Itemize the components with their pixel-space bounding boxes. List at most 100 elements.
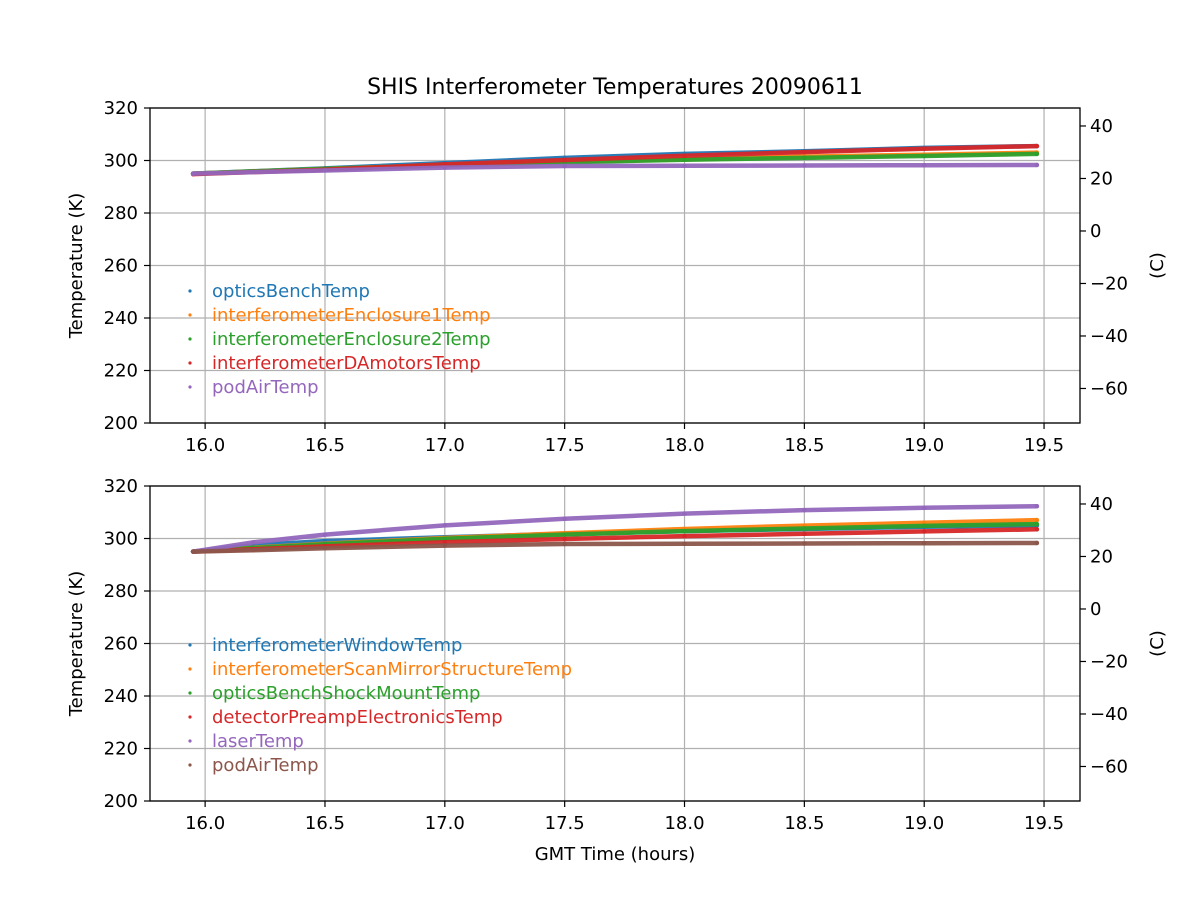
x-tick-label: 17.0 — [425, 813, 465, 834]
data-point — [922, 153, 927, 159]
y-axis-right-label: (C) — [1147, 630, 1168, 657]
y-right-tick-label: 20 — [1090, 168, 1113, 189]
y-tick-label: 220 — [104, 361, 138, 382]
y-tick-label: 240 — [104, 686, 138, 707]
legend-item-label: interferometerEnclosure2Temp — [212, 329, 491, 350]
legend-marker — [188, 361, 192, 365]
y-right-tick-label: 20 — [1090, 546, 1113, 567]
y-tick-label: 320 — [104, 476, 138, 497]
data-point — [562, 516, 567, 522]
data-point — [1034, 521, 1040, 527]
legend-marker — [188, 289, 192, 293]
data-point — [442, 523, 448, 528]
data-point — [562, 532, 567, 537]
data-point — [250, 540, 256, 545]
x-tick-label: 17.5 — [545, 813, 585, 834]
y-right-tick-label: −40 — [1090, 326, 1128, 347]
data-point — [922, 146, 927, 151]
y-tick-label: 280 — [104, 581, 138, 602]
data-point — [1034, 143, 1040, 149]
data-point — [322, 168, 328, 173]
y-tick-label: 260 — [104, 256, 138, 277]
legend-item-label: podAirTemp — [212, 377, 319, 398]
legend-marker — [188, 739, 192, 743]
legend-marker — [188, 643, 192, 647]
legend-item-label: opticsBenchTemp — [212, 281, 370, 302]
data-point — [562, 163, 567, 169]
data-point — [922, 163, 927, 168]
y-tick-label: 200 — [104, 413, 138, 434]
data-point — [1034, 540, 1040, 546]
legend-marker — [188, 337, 192, 341]
legend-marker — [188, 715, 192, 719]
data-point — [682, 511, 687, 516]
x-tick-label: 19.5 — [1024, 813, 1064, 834]
x-tick-label: 19.0 — [904, 435, 944, 456]
data-point — [250, 548, 256, 553]
data-point — [190, 549, 196, 554]
data-point — [802, 163, 807, 168]
legend-item-label: interferometerWindowTemp — [212, 635, 462, 656]
x-tick-label: 18.5 — [784, 435, 824, 456]
x-tick-label: 17.5 — [545, 435, 585, 456]
legend-marker — [188, 667, 192, 671]
y-right-tick-label: −40 — [1090, 704, 1128, 725]
data-point — [442, 165, 448, 170]
legend-item-label: interferometerDAmotorsTemp — [212, 353, 481, 374]
y-right-tick-label: 0 — [1090, 221, 1101, 242]
data-point — [442, 539, 448, 545]
legend-item-label: opticsBenchShockMountTemp — [212, 683, 480, 704]
data-point — [682, 153, 687, 158]
x-tick-label: 18.5 — [784, 813, 824, 834]
legend-item-label: interferometerScanMirrorStructureTemp — [212, 659, 572, 680]
y-right-tick-label: 40 — [1090, 116, 1113, 137]
y-tick-label: 200 — [104, 791, 138, 812]
data-point — [1034, 151, 1040, 157]
data-point — [922, 541, 927, 546]
data-point — [682, 163, 687, 168]
data-point — [802, 507, 807, 513]
y-tick-label: 320 — [104, 98, 138, 119]
data-point — [322, 546, 328, 551]
data-point — [922, 529, 927, 534]
y-right-tick-label: −60 — [1090, 378, 1128, 399]
data-point — [562, 157, 567, 163]
data-point — [442, 536, 448, 541]
data-point — [562, 541, 567, 547]
y-right-tick-label: −60 — [1090, 756, 1128, 777]
x-tick-label: 18.0 — [664, 813, 704, 834]
y-tick-label: 300 — [104, 529, 138, 550]
y-tick-label: 240 — [104, 308, 138, 329]
data-point — [322, 532, 328, 537]
x-tick-label: 16.5 — [305, 813, 345, 834]
data-point — [802, 526, 807, 531]
y-axis-label: Temperature (K) — [66, 571, 87, 718]
data-point — [802, 531, 807, 536]
legend-marker — [188, 385, 192, 389]
data-point — [682, 157, 687, 162]
data-point — [682, 533, 687, 539]
data-point — [1034, 162, 1040, 168]
y-right-tick-label: 0 — [1090, 599, 1101, 620]
data-point — [802, 149, 807, 155]
y-right-tick-label: 40 — [1090, 494, 1113, 515]
data-point — [682, 528, 687, 534]
data-point — [1034, 517, 1040, 523]
legend-item-label: laserTemp — [212, 731, 304, 752]
y-right-tick-label: −20 — [1090, 651, 1128, 672]
x-tick-label: 19.5 — [1024, 435, 1064, 456]
data-point — [190, 171, 196, 176]
x-tick-label: 17.0 — [425, 435, 465, 456]
y-axis-label: Temperature (K) — [66, 193, 87, 340]
legend-item-label: podAirTemp — [212, 755, 319, 776]
y-axis-right-label: (C) — [1147, 252, 1168, 279]
legend-marker — [188, 763, 192, 767]
x-tick-label: 18.0 — [664, 435, 704, 456]
y-tick-label: 300 — [104, 151, 138, 172]
x-tick-label: 16.0 — [185, 435, 225, 456]
data-point — [802, 541, 807, 546]
y-tick-label: 260 — [104, 634, 138, 655]
data-point — [922, 523, 927, 529]
legend-item-label: detectorPreampElectronicsTemp — [212, 707, 503, 728]
y-tick-label: 220 — [104, 739, 138, 760]
